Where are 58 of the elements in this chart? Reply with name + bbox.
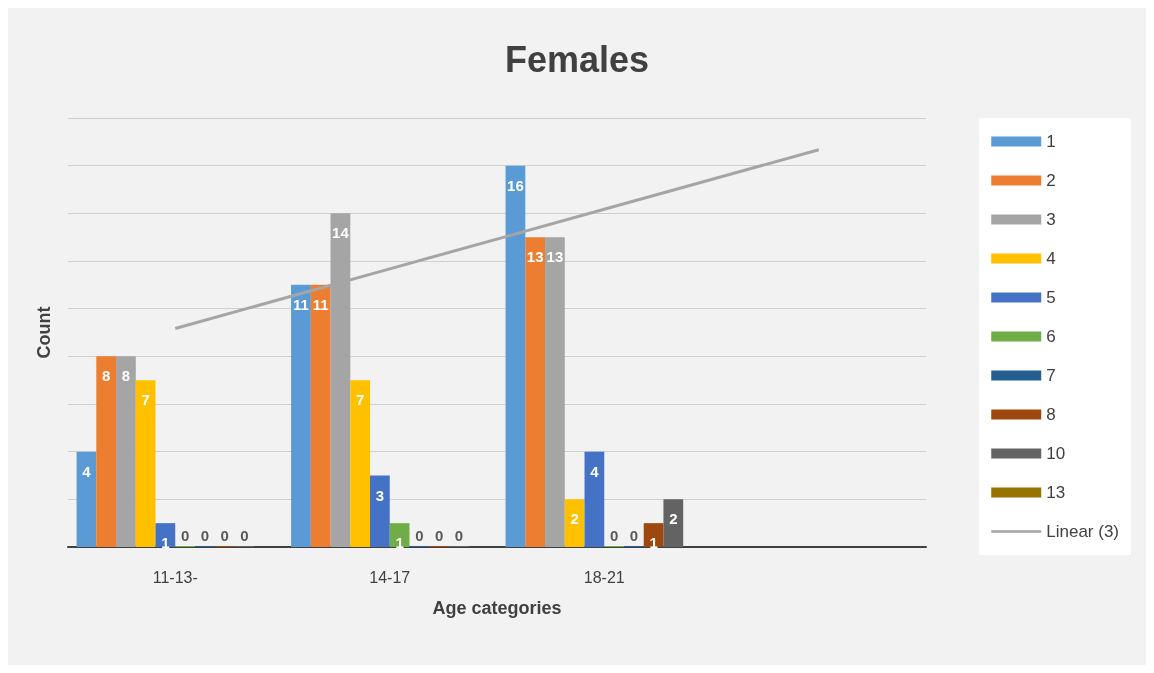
data-label: 1 — [649, 534, 658, 552]
bar — [663, 499, 684, 547]
data-label: 8 — [102, 367, 111, 385]
data-label: 1 — [161, 534, 170, 552]
bar — [525, 237, 546, 547]
legend-label: 1 — [1046, 132, 1056, 151]
legend-label: 7 — [1046, 366, 1056, 385]
data-label: 0 — [609, 527, 619, 544]
data-label: 0 — [240, 527, 249, 544]
data-label: 7 — [141, 391, 150, 409]
x-axis-title: Age categories — [432, 598, 562, 618]
bar — [350, 380, 371, 547]
data-label: 4 — [82, 462, 92, 480]
data-label: 8 — [121, 367, 131, 385]
data-label: 0 — [415, 527, 424, 544]
data-label: 0 — [220, 527, 229, 544]
data-label: 13 — [526, 248, 544, 266]
bar — [545, 237, 565, 547]
bar — [96, 356, 117, 547]
x-tick-label: 14-17 — [369, 568, 411, 586]
legend-label: 6 — [1046, 327, 1056, 346]
bar — [135, 380, 156, 547]
legend-label: 4 — [1046, 249, 1056, 268]
data-label: 3 — [375, 486, 385, 504]
bar — [564, 499, 585, 547]
data-label: 0 — [180, 527, 190, 544]
legend-label: Linear (3) — [1046, 522, 1120, 541]
legend-label: 3 — [1046, 210, 1056, 229]
data-label: 1 — [395, 534, 404, 552]
legend-label: 10 — [1046, 444, 1066, 463]
y-axis-title: Count — [34, 306, 54, 359]
data-label: 0 — [454, 527, 463, 544]
data-label: 7 — [355, 391, 365, 409]
legend-label: 2 — [1046, 171, 1056, 190]
data-label: 0 — [200, 527, 210, 544]
legend-label: 13 — [1046, 483, 1066, 502]
legend-label: 8 — [1046, 405, 1056, 424]
data-label: 13 — [546, 248, 564, 266]
chart-title: Females — [504, 38, 650, 80]
bar — [370, 475, 390, 547]
data-label: 4 — [590, 462, 600, 480]
x-tick-label: 18-21 — [583, 568, 625, 586]
data-label: 0 — [434, 527, 444, 544]
data-label: 14 — [332, 224, 350, 242]
bar — [76, 451, 97, 547]
data-label: 11 — [312, 295, 329, 313]
bar — [584, 451, 605, 547]
x-tick-label: 11-13- — [152, 568, 198, 586]
data-label: 2 — [669, 510, 678, 528]
legend-label: 5 — [1046, 288, 1056, 307]
bar — [116, 356, 136, 547]
data-label: 11 — [293, 295, 309, 313]
bar — [310, 284, 331, 547]
bar — [505, 165, 526, 547]
data-label: 16 — [507, 176, 524, 194]
bar — [291, 284, 311, 547]
data-label: 0 — [629, 527, 639, 544]
data-label: 2 — [570, 510, 579, 528]
